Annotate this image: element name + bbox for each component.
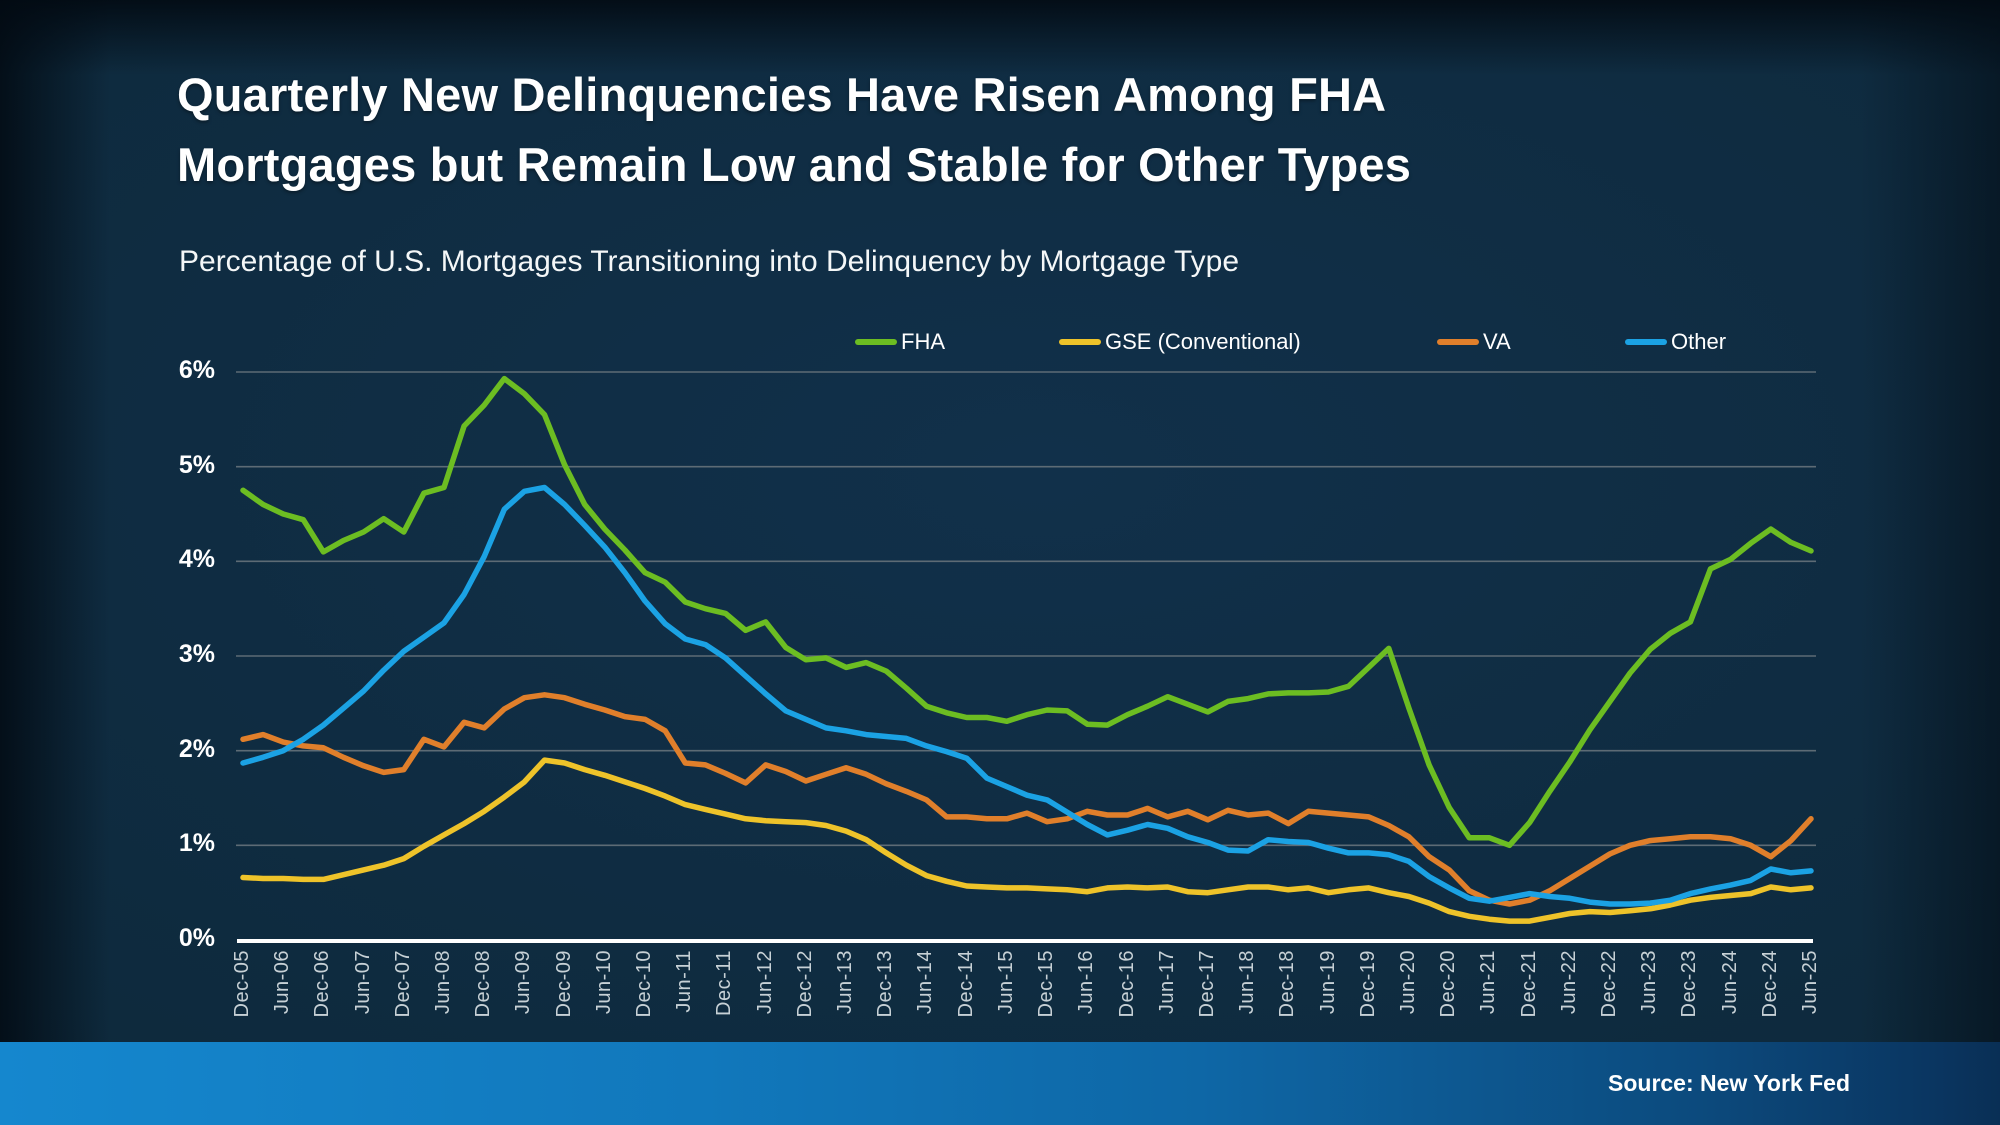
y-tick-label-2%: 2%: [178, 734, 215, 763]
x-tick-label-jun-22: Jun-22: [1557, 950, 1580, 1015]
legend-label-gse-conventional: GSE (Conventional): [1105, 329, 1301, 354]
line-fha: [240, 375, 1814, 849]
legend-item-gse-conventional: GSE (Conventional): [1059, 328, 1301, 356]
x-tick-label-dec-16: Dec-16: [1115, 950, 1138, 1018]
x-tick-label-dec-05: Dec-05: [231, 950, 253, 1018]
legend-item-fha: FHA: [855, 328, 945, 356]
y-tick-label-6%: 6%: [178, 356, 215, 384]
x-tick-label-jun-21: Jun-21: [1477, 950, 1500, 1015]
x-tick-label-dec-20: Dec-20: [1437, 950, 1460, 1018]
x-tick-label-dec-22: Dec-22: [1597, 950, 1620, 1018]
x-tick-label-jun-13: Jun-13: [834, 950, 857, 1015]
x-tick-label-dec-14: Dec-14: [954, 950, 977, 1018]
x-tick-label-dec-08: Dec-08: [472, 950, 495, 1018]
x-tick-label-dec-24: Dec-24: [1758, 950, 1781, 1018]
x-tick-label-jun-11: Jun-11: [673, 950, 696, 1013]
x-tick-label-dec-10: Dec-10: [633, 950, 656, 1018]
legend-item-other: Other: [1625, 328, 1726, 356]
legend-dash-icon-fha: [855, 339, 897, 345]
y-tick-label-3%: 3%: [178, 640, 215, 668]
x-tick-label-dec-13: Dec-13: [874, 950, 897, 1018]
x-tick-label-dec-15: Dec-15: [1035, 950, 1058, 1018]
x-tick-label-jun-25: Jun-25: [1799, 950, 1821, 1015]
x-tick-label-dec-11: Dec-11: [713, 950, 736, 1016]
line-other: [240, 484, 1814, 907]
legend-label-va: VA: [1483, 329, 1511, 354]
legend-label-other: Other: [1671, 329, 1727, 354]
x-tick-label-jun-10: Jun-10: [592, 950, 615, 1015]
x-tick-label-dec-17: Dec-17: [1195, 950, 1218, 1018]
x-tick-label-dec-06: Dec-06: [311, 950, 334, 1018]
source-bar: Source: New York Fed: [0, 1042, 2000, 1125]
y-tick-label-4%: 4%: [178, 545, 215, 574]
x-tick-label-jun-06: Jun-06: [271, 950, 294, 1015]
x-tick-label-dec-23: Dec-23: [1678, 950, 1701, 1018]
x-tick-label-jun-12: Jun-12: [753, 950, 776, 1015]
x-tick-label-dec-12: Dec-12: [793, 950, 816, 1018]
page-title: Quarterly New Delinquencies Have Risen A…: [177, 68, 1412, 191]
x-tick-label-jun-08: Jun-08: [432, 950, 455, 1015]
x-tick-label-jun-14: Jun-14: [914, 950, 937, 1015]
x-tick-label-dec-21: Dec-21: [1517, 950, 1540, 1018]
x-tick-label-dec-07: Dec-07: [391, 950, 414, 1018]
legend-item-va: VA: [1437, 328, 1511, 356]
x-tick-label-jun-18: Jun-18: [1236, 950, 1259, 1015]
x-tick-label-dec-18: Dec-18: [1276, 950, 1299, 1018]
line-gse-conventional: [240, 757, 1814, 924]
x-tick-label-jun-24: Jun-24: [1718, 950, 1741, 1015]
source-text: Source: New York Fed: [1608, 1070, 1850, 1096]
x-tick-label-jun-23: Jun-23: [1638, 950, 1661, 1015]
legend-label-fha: FHA: [901, 329, 945, 354]
x-tick-label-jun-20: Jun-20: [1396, 950, 1419, 1015]
x-tick-label-dec-09: Dec-09: [552, 950, 575, 1018]
x-tick-label-jun-17: Jun-17: [1155, 950, 1178, 1015]
x-tick-label-jun-07: Jun-07: [351, 950, 374, 1015]
x-tick-label-jun-16: Jun-16: [1075, 950, 1098, 1015]
x-tick-label-jun-19: Jun-19: [1316, 950, 1339, 1015]
line-va: [240, 692, 1814, 907]
y-tick-label-0%: 0%: [178, 924, 215, 952]
y-tick-label-5%: 5%: [178, 450, 215, 479]
page-subtitle: Percentage of U.S. Mortgages Transitioni…: [179, 245, 1240, 278]
x-tick-label-dec-19: Dec-19: [1356, 950, 1379, 1018]
x-tick-label-jun-15: Jun-15: [994, 950, 1017, 1015]
legend-dash-icon-gse-conventional: [1059, 339, 1101, 345]
legend-dash-icon-va: [1437, 339, 1479, 345]
y-tick-label-1%: 1%: [178, 829, 215, 858]
legend-dash-icon-other: [1625, 339, 1667, 345]
x-tick-label-jun-09: Jun-09: [512, 950, 535, 1015]
